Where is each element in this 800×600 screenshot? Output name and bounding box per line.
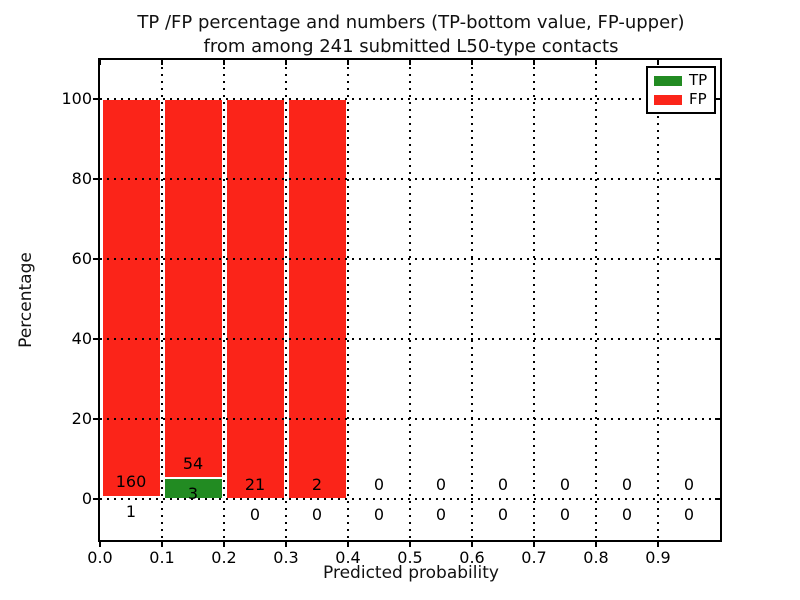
x-tick [285,542,287,547]
x-gridline [223,60,225,540]
y-tick-right [715,418,720,420]
y-tick-label: 80 [71,169,92,188]
fp-count-label: 0 [497,474,509,494]
x-tick [471,542,473,547]
x-gridline [285,60,287,540]
tp-count-label: 0 [435,504,447,524]
y-tick [93,498,98,500]
x-gridline [657,60,659,540]
tp-count-label: 0 [311,504,323,524]
chart-title: TP /FP percentage and numbers (TP-bottom… [100,11,722,59]
tp-count-label: 1 [125,502,137,522]
x-tick-top [471,60,473,65]
x-tick [595,542,597,547]
fp-bar [225,99,285,499]
fp-count-label: 0 [683,474,695,494]
y-tick-label: 100 [61,89,92,108]
x-tick-top [409,60,411,65]
x-tick-label: 0.3 [273,548,299,567]
x-tick [223,542,225,547]
fp-bar [163,99,223,478]
y-tick [93,418,98,420]
fp-legend-label: FP [689,90,707,108]
legend: TP FP [646,66,716,114]
x-tick-top [657,60,659,65]
chart-title-line2: from among 241 submitted L50-type contac… [203,36,619,57]
y-tick-label: 60 [71,249,92,268]
y-tick-right [715,338,720,340]
x-tick-label: 0.5 [397,548,423,567]
x-tick-label: 0.1 [149,548,175,567]
x-tick [657,542,659,547]
x-tick-label: 0.2 [211,548,237,567]
x-axis-label: Predicted probability [323,563,499,583]
tp-legend-swatch [654,75,682,86]
y-tick [93,98,98,100]
fp-legend-swatch [654,94,682,105]
y-axis-label: Percentage [16,252,36,348]
y-tick-right [715,98,720,100]
fp-bar [101,99,161,497]
x-tick-label: 0.0 [87,548,113,567]
y-tick-right [715,258,720,260]
x-gridline [161,60,163,540]
tp-count-label: 0 [559,504,571,524]
y-tick-label: 40 [71,329,92,348]
fp-count-label: 0 [559,474,571,494]
x-gridline [347,60,349,540]
fp-count-label: 21 [244,474,266,494]
x-gridline [533,60,535,540]
x-tick-label: 0.8 [583,548,609,567]
fp-count-label: 54 [182,453,204,473]
y-tick-label: 20 [71,409,92,428]
x-tick-top [223,60,225,65]
x-tick-label: 0.4 [335,548,361,567]
y-tick [93,258,98,260]
tp-count-label: 3 [187,483,199,503]
x-tick-label: 0.9 [645,548,671,567]
y-tick [93,338,98,340]
x-tick [409,542,411,547]
legend-entry-fp: FP [654,92,708,107]
legend-entry-tp: TP [654,73,708,88]
x-gridline [471,60,473,540]
tp-count-label: 0 [683,504,695,524]
x-tick-label: 0.7 [521,548,547,567]
y-tick [93,178,98,180]
x-tick-label: 0.6 [459,548,485,567]
y-tick-right [715,498,720,500]
fp-count-label: 0 [621,474,633,494]
fp-count-label: 160 [115,472,147,492]
fp-count-label: 2 [311,474,323,494]
tp-count-label: 0 [373,504,385,524]
y-tick-right [715,178,720,180]
x-tick [347,542,349,547]
x-tick [533,542,535,547]
x-tick-top [161,60,163,65]
x-tick-top [533,60,535,65]
x-tick [99,542,101,547]
fp-count-label: 0 [435,474,447,494]
x-tick-top [99,60,101,65]
x-gridline [409,60,411,540]
tp-count-label: 0 [621,504,633,524]
fp-count-label: 0 [373,474,385,494]
x-tick-top [285,60,287,65]
tp-legend-label: TP [689,71,708,89]
fp-bar [287,99,347,499]
x-tick-top [347,60,349,65]
tp-count-label: 0 [249,504,261,524]
x-gridline [595,60,597,540]
chart-title-line1: TP /FP percentage and numbers (TP-bottom… [137,12,685,33]
tp-count-label: 0 [497,504,509,524]
x-tick [161,542,163,547]
x-tick-top [595,60,597,65]
y-tick-label: 0 [81,489,92,508]
